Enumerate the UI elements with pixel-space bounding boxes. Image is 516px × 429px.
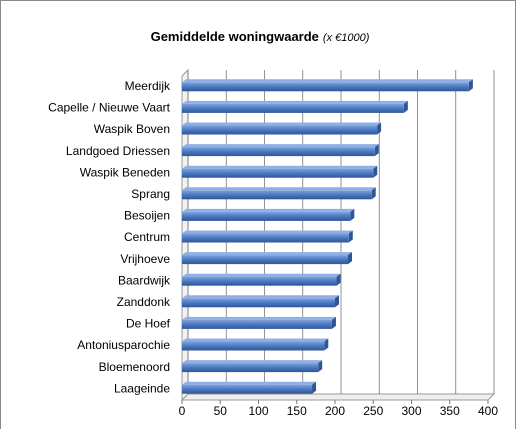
bar-top <box>182 79 473 83</box>
y-tick-label: Centrum <box>124 230 170 244</box>
bar-end <box>377 122 382 135</box>
bar-top <box>182 122 382 126</box>
bar <box>182 255 349 265</box>
bar-top <box>182 208 355 212</box>
bar-top <box>182 187 376 191</box>
y-tick-label: Vrijhoeve <box>120 252 170 266</box>
y-tick-label: Antoniusparochie <box>77 338 170 352</box>
bar-end <box>348 230 353 243</box>
bar <box>182 298 335 308</box>
y-tick-label: Laageinde <box>114 381 170 395</box>
bar-top <box>182 295 339 299</box>
x-tick-label: 100 <box>248 404 268 418</box>
bar <box>182 276 337 286</box>
bar-end <box>331 316 336 329</box>
y-tick-label: Landgoed Driessen <box>66 144 170 158</box>
bar-end <box>336 273 341 286</box>
bar <box>182 319 332 329</box>
bar <box>182 384 313 394</box>
subtitle: (x €1000) <box>323 32 370 44</box>
bar-end <box>312 381 317 394</box>
bar <box>182 211 351 221</box>
bar <box>182 103 404 113</box>
y-tick-label: Bloemenoord <box>99 360 170 374</box>
bar <box>182 168 374 178</box>
bar <box>182 363 319 373</box>
y-tick-label: Zanddonk <box>117 295 171 309</box>
bar <box>182 147 375 157</box>
bar-end <box>324 338 329 351</box>
plot-floor <box>180 393 496 401</box>
bar-end <box>335 295 339 308</box>
bar <box>182 233 349 243</box>
bar-top <box>182 230 353 234</box>
y-tick-label: Meerdijk <box>125 79 171 93</box>
bar-top <box>182 252 353 256</box>
y-tick-label: Waspik Beneden <box>80 165 170 179</box>
chart-title: Gemiddelde woningwaarde (x €1000) <box>151 29 370 44</box>
y-tick-label: Besoijen <box>124 209 170 223</box>
bar-top <box>182 100 408 104</box>
x-tick-label: 50 <box>214 404 228 418</box>
bar-top <box>182 144 379 148</box>
title: Gemiddelde woningwaarde <box>151 29 319 44</box>
x-tick-label: 300 <box>401 404 421 418</box>
y-tick-label: Capelle / Nieuwe Vaart <box>48 101 171 115</box>
x-tick-label: 400 <box>478 404 498 418</box>
y-tick-label: Sprang <box>131 187 170 201</box>
bar-end <box>373 165 378 178</box>
bar-end <box>468 79 473 92</box>
x-tick-label: 150 <box>287 404 307 418</box>
bar <box>182 125 378 135</box>
y-tick-label: Waspik Boven <box>94 122 170 136</box>
y-tick-label: De Hoef <box>126 317 171 331</box>
bar <box>182 341 325 351</box>
bar-top <box>182 165 378 169</box>
bar-top <box>182 360 323 364</box>
x-tick-label: 250 <box>363 404 383 418</box>
y-tick-label: Baardwijk <box>118 273 171 287</box>
bar-end <box>403 100 408 113</box>
bar-end <box>371 187 376 200</box>
x-tick-label: 200 <box>325 404 345 418</box>
bar-top <box>182 338 329 342</box>
x-tick-label: 0 <box>179 404 186 418</box>
bar-end <box>350 208 355 221</box>
bar-end <box>348 252 353 265</box>
bar-top <box>182 316 336 320</box>
bar-top <box>182 273 341 277</box>
x-tick-label: 350 <box>440 404 460 418</box>
bar <box>182 82 469 92</box>
bar <box>182 190 372 200</box>
bar-top <box>182 381 317 385</box>
bar-end <box>374 144 379 157</box>
bar-end <box>318 360 323 373</box>
